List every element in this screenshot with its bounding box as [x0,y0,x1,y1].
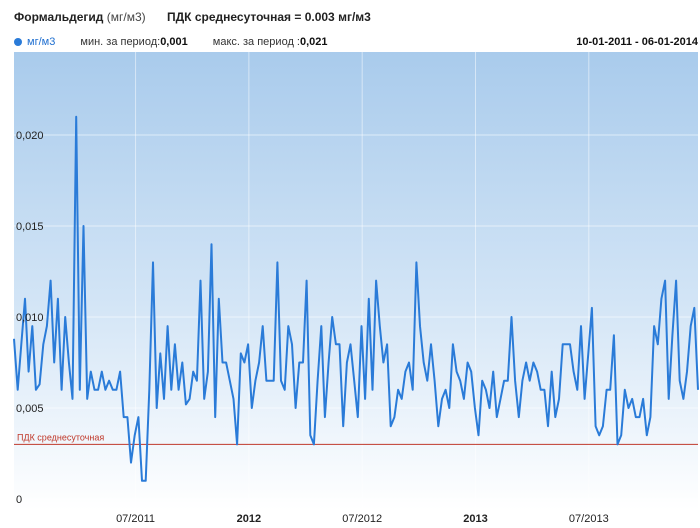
x-tick-label: 07/2013 [569,513,609,525]
x-tick-label: 2012 [237,513,261,525]
series-line[interactable] [13,115,699,482]
y-axis: 0 0,005 0,010 0,015 0,020 [16,130,44,506]
x-axis: 07/2011 2012 07/2012 2013 07/2013 [116,513,609,525]
date-range: 10-01-2011 - 06-01-2014 [576,36,698,48]
pollutant-name: Формальдегид [14,10,104,24]
legend-dot-icon [14,38,22,47]
pdk-reference-label: ПДК среднесуточная [17,432,104,442]
max-stat: макс. за период :0,021 [213,36,328,48]
reference-line-group: ПДК среднесуточная [14,432,698,445]
series-group [13,115,699,482]
y-tick-label: 0,015 [16,221,44,233]
max-label: макс. за период : [212,36,300,49]
grid-lines [14,52,698,510]
legend-series-name[interactable]: мг/м3 [27,36,56,49]
plot-background [14,52,698,510]
min-label: мин. за период: [80,36,161,49]
x-tick-label: 2013 [463,513,487,525]
pollutant-unit: (мг/м3) [106,10,146,24]
chart-title-row: Формальдегид (мг/м3) ПДК среднесуточная … [14,10,371,24]
legend-row: мг/м3 мин. за период:0,001 макс. за пери… [14,36,698,48]
y-tick-label: 0,010 [16,312,44,324]
max-value: 0,021 [299,36,328,49]
min-value: 0,001 [160,36,188,49]
min-stat: мин. за период:0,001 [80,36,187,48]
x-tick-label: 07/2011 [116,513,155,525]
y-tick-label: 0,005 [16,403,44,415]
pdk-label: ПДК среднесуточная = 0.003 мг/м3 [167,10,371,24]
y-tick-label: 0 [16,494,22,506]
y-tick-label: 0,020 [16,130,44,142]
x-tick-label: 07/2012 [342,513,382,525]
